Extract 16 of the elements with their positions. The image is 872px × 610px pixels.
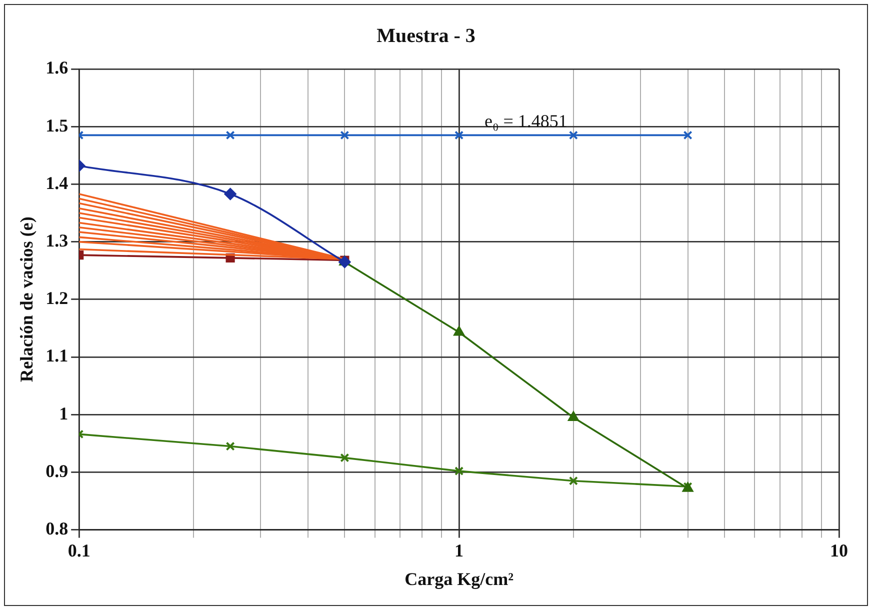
y-tick-label: 1.5 — [46, 115, 68, 136]
y-tick-label: 1.6 — [46, 58, 68, 78]
x-tick-label: 1 — [454, 540, 464, 560]
chart-title: Muestra - 3 — [376, 25, 476, 48]
y-tick-label: 1.4 — [46, 172, 68, 193]
y-tick-label: 1.1 — [46, 346, 68, 366]
x-axis-title: Carga Kg/cm² — [404, 568, 514, 589]
y-tick-label: 0.9 — [46, 460, 68, 481]
y-tick-label: 1.2 — [46, 288, 68, 308]
x-tick-label: 0.1 — [68, 540, 90, 560]
annotation: e₀ = 1.4851 — [484, 110, 568, 131]
y-tick-label: 0.8 — [46, 518, 68, 538]
y-tick-label: 1.3 — [46, 230, 68, 250]
x-tick-label: 10 — [830, 540, 848, 560]
y-tick-label: 1 — [59, 403, 68, 424]
y-axis-title: Relación de vacios (e) — [16, 216, 36, 382]
